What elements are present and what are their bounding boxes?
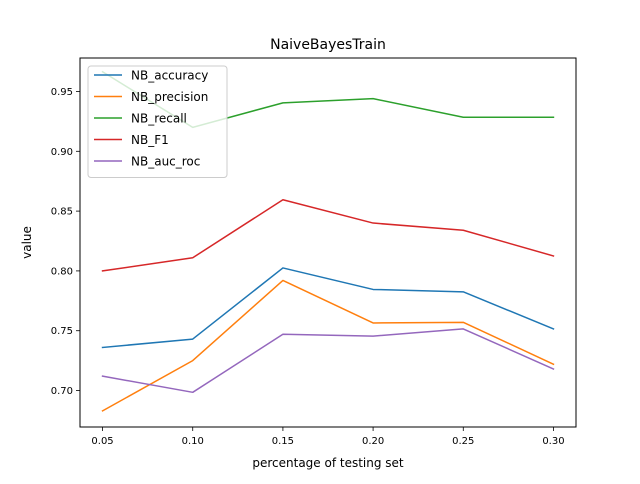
legend-box (87, 65, 228, 178)
x-axis: 0.05 0.10 0.15 0.20 0.25 0.30 (91, 427, 565, 447)
series-line-nb-auc-roc (101, 328, 555, 394)
legend-label-nb-precision: NB_precision (131, 90, 208, 104)
y-tick-label: 0.90 (51, 147, 73, 158)
series-line-nb-f1 (101, 198, 555, 272)
legend-label-nb-accuracy: NB_accuracy (131, 69, 208, 83)
legend-label-nb-f1: NB_F1 (131, 133, 169, 147)
x-tick-label: 0.20 (362, 436, 384, 447)
y-tick-label: 0.95 (51, 87, 73, 98)
legend-label-nb-auc-roc: NB_auc_roc (131, 155, 200, 169)
y-axis-label: value (20, 226, 34, 259)
series-line-nb-precision (101, 279, 555, 412)
x-tick-label: 0.15 (272, 436, 294, 447)
y-tick-label: 0.70 (51, 386, 73, 397)
y-tick-label: 0.75 (51, 326, 73, 337)
y-tick-label: 0.85 (51, 207, 73, 218)
x-tick-label: 0.10 (182, 436, 204, 447)
legend: NB_accuracy NB_precision NB_recall NB_F1 NB_… (87, 65, 228, 178)
x-tick-label: 0.30 (542, 436, 564, 447)
chart-title: NaiveBayesTrain (270, 37, 386, 53)
series-line-nb-accuracy (101, 267, 555, 349)
plot-area-frame (79, 57, 577, 428)
x-tick-label: 0.25 (452, 436, 474, 447)
x-tick-label: 0.05 (91, 436, 113, 447)
legend-label-nb-recall: NB_recall (131, 112, 187, 126)
y-axis: 0.70 0.75 0.80 0.85 0.90 0.95 (51, 87, 80, 397)
y-tick-label: 0.80 (51, 266, 73, 277)
x-axis-label: percentage of testing set (252, 456, 404, 470)
